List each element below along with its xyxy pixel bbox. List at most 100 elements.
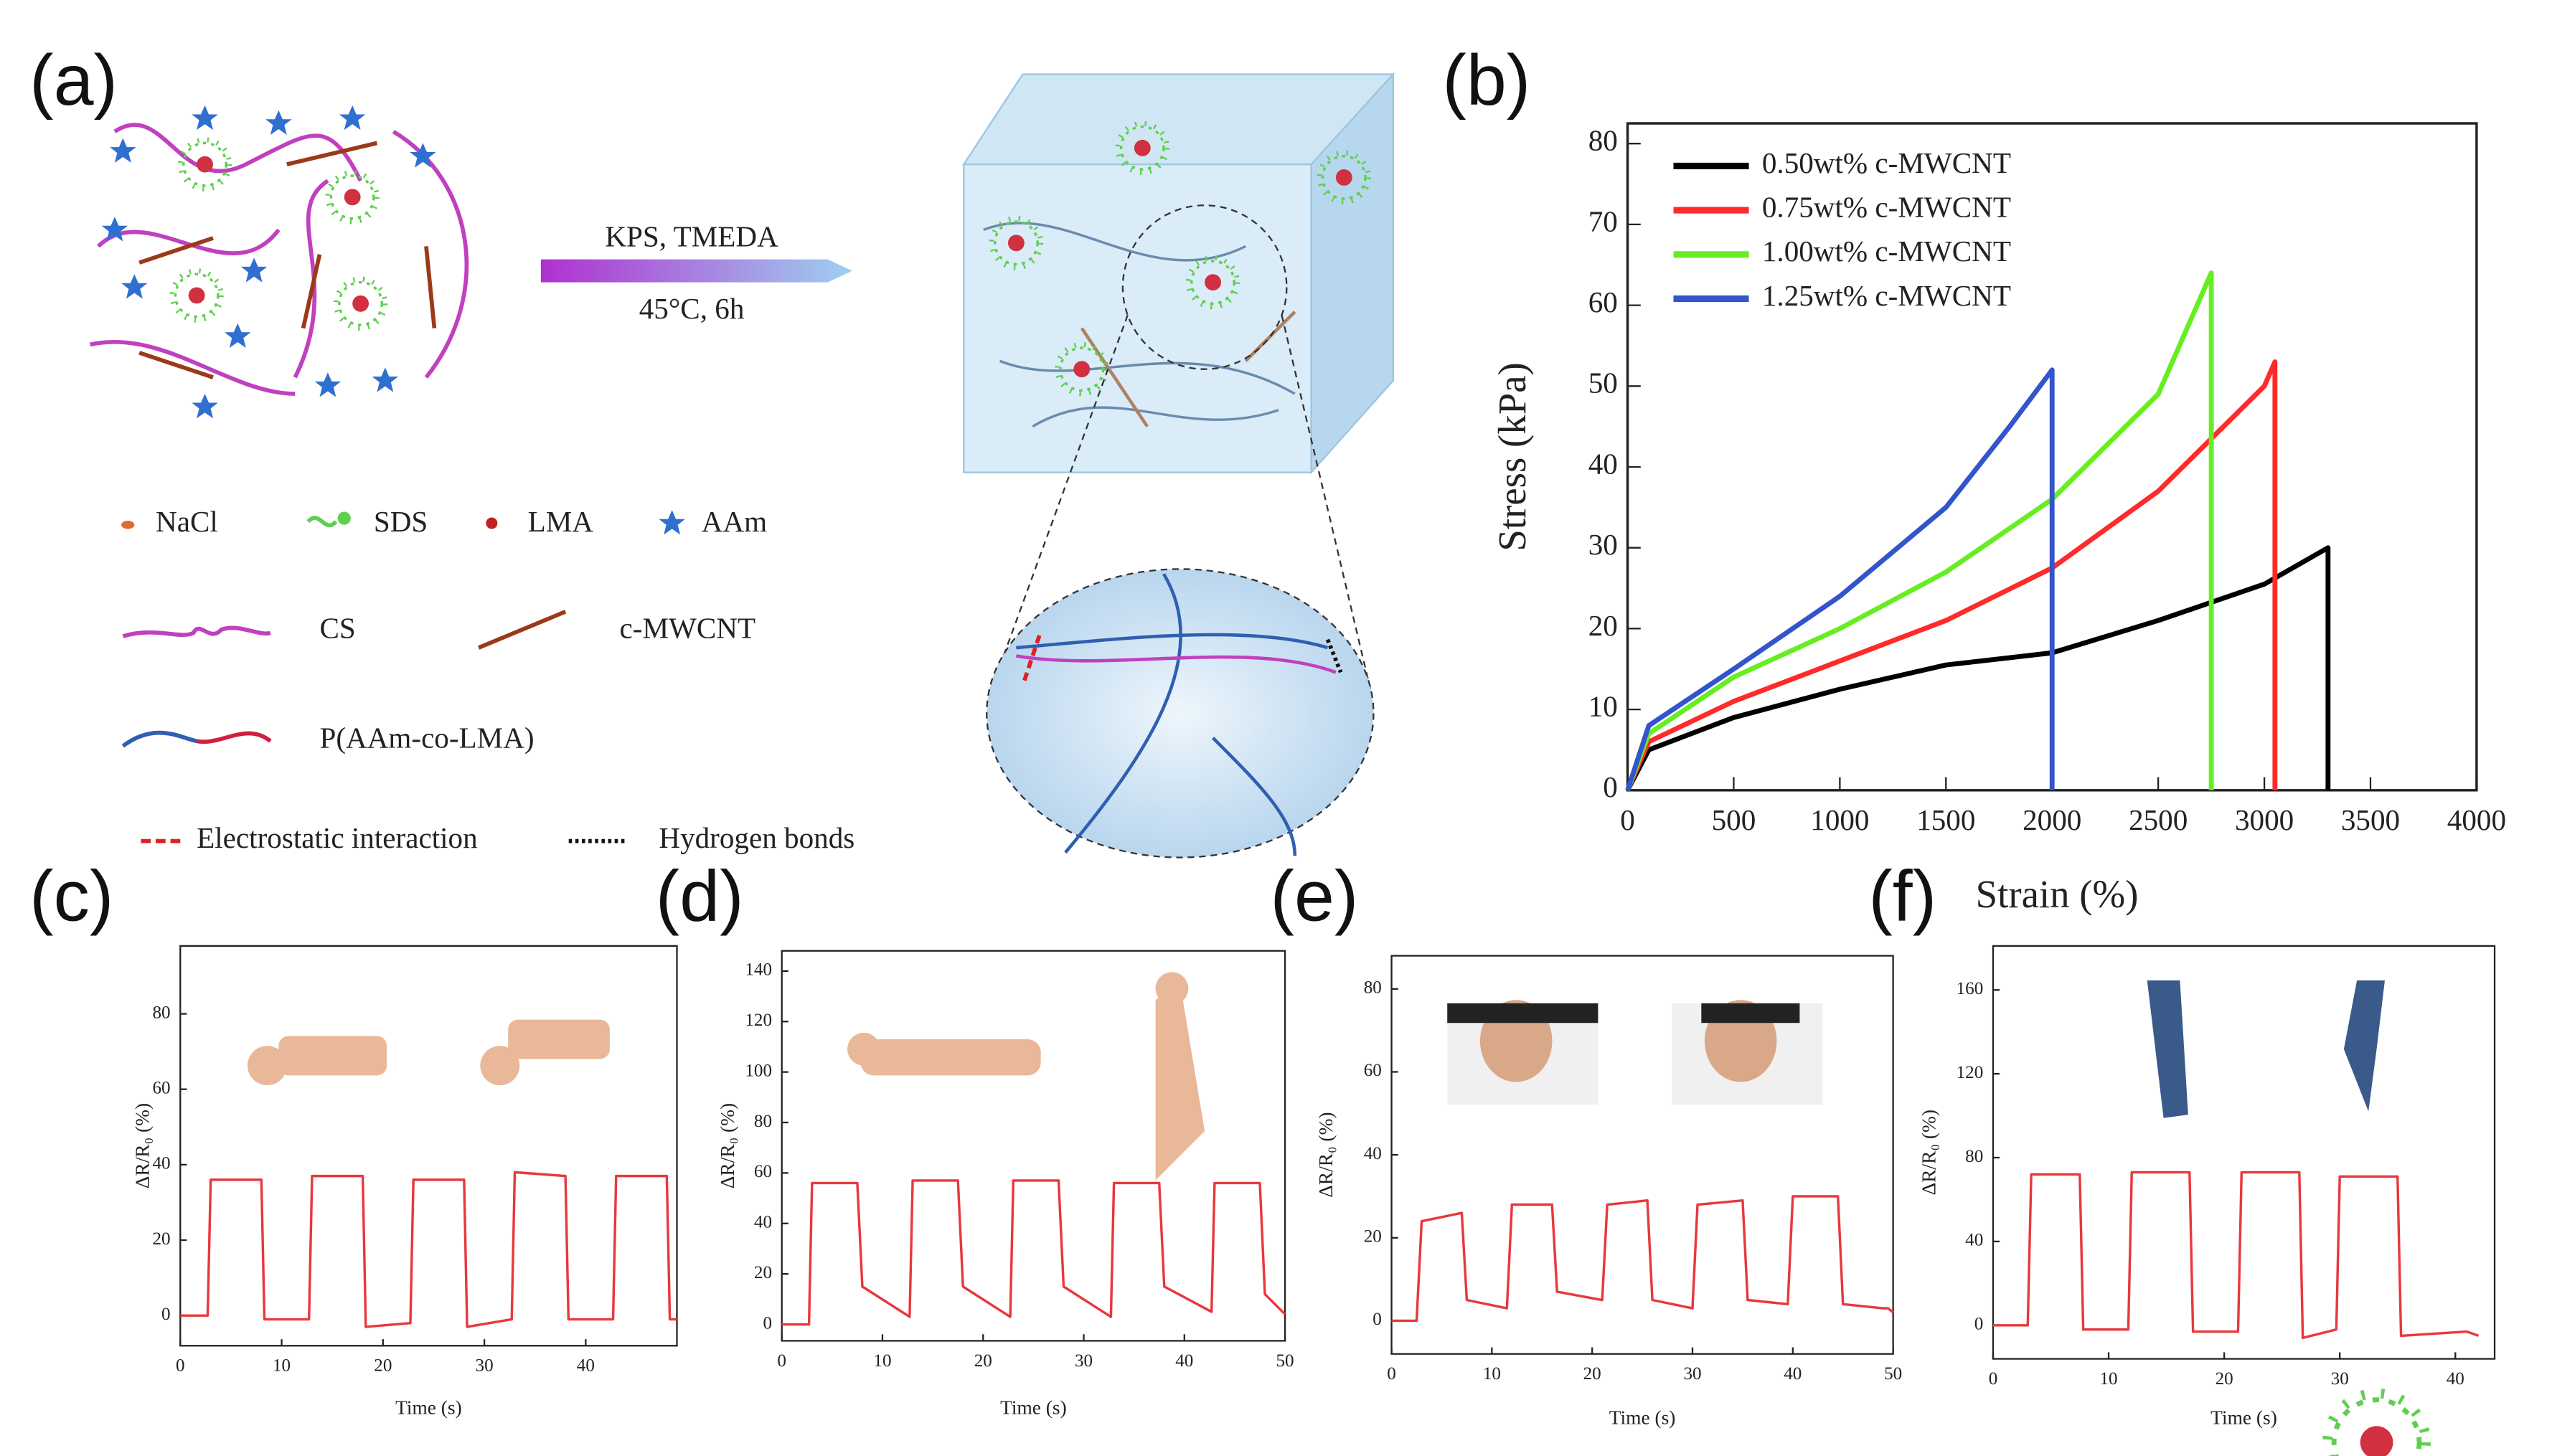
y-tick-label: 40: [754, 1213, 772, 1232]
x-tick-label: 30: [476, 1356, 494, 1376]
x-axis-label: Strain (%): [1976, 872, 2139, 916]
legend-label: LMA: [528, 505, 594, 538]
y-tick-label: 40: [1588, 447, 1618, 480]
legend-label: CS: [319, 612, 355, 645]
y-tick-label: 20: [1364, 1227, 1382, 1247]
x-tick-label: 30: [2331, 1369, 2349, 1389]
legend-label: AAm: [702, 505, 767, 538]
legend-icons: [121, 510, 685, 843]
legend-label: 1.25wt% c-MWCNT: [1762, 279, 2011, 312]
y-tick-label: 40: [1364, 1144, 1382, 1163]
photo-insets: [247, 972, 2385, 1181]
x-tick-label: 0: [1989, 1369, 1998, 1389]
y-tick-label: 140: [745, 960, 772, 980]
y-tick-label: 80: [152, 1003, 170, 1022]
reaction-condition: 45°C, 6h: [639, 292, 745, 325]
y-axis-label: ΔR/R₀ (%): [1315, 1112, 1337, 1197]
y-axis-label: ΔR/R₀ (%): [131, 1103, 153, 1188]
data-line: [781, 1179, 1286, 1326]
panel-label: (f): [1868, 856, 1936, 937]
x-axis-label: Time (s): [395, 1397, 462, 1419]
reaction-arrow: [540, 259, 852, 283]
legend-label: P(AAm-co-LMA): [319, 722, 534, 755]
legend-label: 0.50wt% c-MWCNT: [1762, 146, 2011, 179]
data-line: [1625, 270, 2214, 792]
y-tick-label: 0: [161, 1305, 171, 1324]
x-tick-label: 2000: [2023, 803, 2081, 836]
data-line: [1625, 545, 2331, 792]
x-tick-label: 20: [2216, 1369, 2233, 1389]
x-tick-label: 0: [1387, 1364, 1396, 1384]
x-tick-label: 40: [577, 1356, 595, 1376]
panel-label: (d): [656, 856, 744, 937]
y-axis-label: ΔR/R₀ (%): [1918, 1110, 1939, 1195]
y-tick-label: 160: [1957, 979, 1984, 998]
y-tick-label: 60: [1588, 285, 1618, 318]
panel-label: (e): [1271, 856, 1359, 937]
x-tick-label: 10: [2099, 1369, 2117, 1389]
y-tick-label: 20: [754, 1263, 772, 1282]
x-tick-label: 40: [2447, 1369, 2464, 1389]
y-tick-label: 70: [1588, 204, 1618, 237]
y-tick-label: 60: [1364, 1061, 1382, 1080]
y-tick-label: 20: [1588, 609, 1618, 642]
x-tick-label: 30: [1075, 1351, 1093, 1371]
x-tick-label: 2500: [2129, 803, 2188, 836]
x-tick-label: 500: [1712, 803, 1756, 836]
x-tick-label: 10: [273, 1356, 291, 1376]
data-line: [1992, 1171, 2480, 1340]
data-line: [1391, 1195, 1894, 1323]
y-tick-label: 0: [1974, 1315, 1984, 1334]
x-tick-label: 0: [777, 1351, 786, 1371]
x-tick-label: 4000: [2447, 803, 2506, 836]
x-tick-label: 20: [1583, 1364, 1601, 1384]
y-tick-label: 50: [1588, 367, 1618, 400]
x-tick-label: 30: [1683, 1364, 1701, 1384]
x-tick-label: 50: [1884, 1364, 1902, 1384]
x-tick-label: 0: [1620, 803, 1635, 836]
panel-label: (b): [1442, 40, 1530, 120]
x-tick-label: 40: [1784, 1364, 1802, 1384]
x-tick-label: 40: [1175, 1351, 1193, 1371]
zoom-view: [986, 314, 2426, 1456]
reaction-reagent: KPS, TMEDA: [605, 220, 778, 253]
y-axis-label: ΔR/R₀ (%): [717, 1103, 738, 1188]
legend-label: Hydrogen bonds: [659, 821, 854, 854]
data-line: [1625, 367, 2055, 791]
legend-label: 1.00wt% c-MWCNT: [1762, 235, 2011, 268]
data-line: [1625, 359, 2278, 792]
x-tick-label: 3000: [2235, 803, 2294, 836]
y-tick-label: 120: [745, 1011, 772, 1030]
y-axis-label: Stress (kPa): [1490, 362, 1534, 551]
y-tick-label: 60: [754, 1162, 772, 1181]
x-tick-label: 1000: [1810, 803, 1869, 836]
y-tick-label: 120: [1957, 1063, 1984, 1082]
x-tick-label: 10: [1483, 1364, 1501, 1384]
legend-label: SDS: [374, 505, 428, 538]
x-tick-label: 1500: [1916, 803, 1975, 836]
x-tick-label: 3500: [2341, 803, 2400, 836]
plot-frame: [179, 945, 678, 1347]
y-tick-label: 100: [745, 1061, 772, 1080]
x-tick-label: 20: [374, 1356, 392, 1376]
legend-label: NaCl: [156, 505, 218, 538]
x-tick-label: 10: [873, 1351, 891, 1371]
panel-label: (a): [29, 40, 118, 120]
x-tick-label: 20: [974, 1351, 992, 1371]
y-tick-label: 0: [1372, 1310, 1382, 1329]
y-tick-label: 10: [1588, 690, 1618, 723]
x-axis-label: Time (s): [2210, 1407, 2277, 1428]
data-line: [180, 1171, 677, 1328]
y-tick-label: 0: [1603, 770, 1618, 803]
legend-label: 0.75wt% c-MWCNT: [1762, 191, 2011, 224]
y-tick-label: 40: [1965, 1231, 1983, 1250]
x-axis-label: Time (s): [1609, 1407, 1676, 1428]
y-tick-label: 60: [152, 1078, 170, 1097]
plot-frame: [1992, 945, 2496, 1360]
y-tick-label: 20: [152, 1229, 170, 1249]
y-tick-label: 80: [1364, 978, 1382, 998]
plot-frame: [781, 950, 1286, 1342]
y-tick-label: 80: [1965, 1147, 1983, 1166]
